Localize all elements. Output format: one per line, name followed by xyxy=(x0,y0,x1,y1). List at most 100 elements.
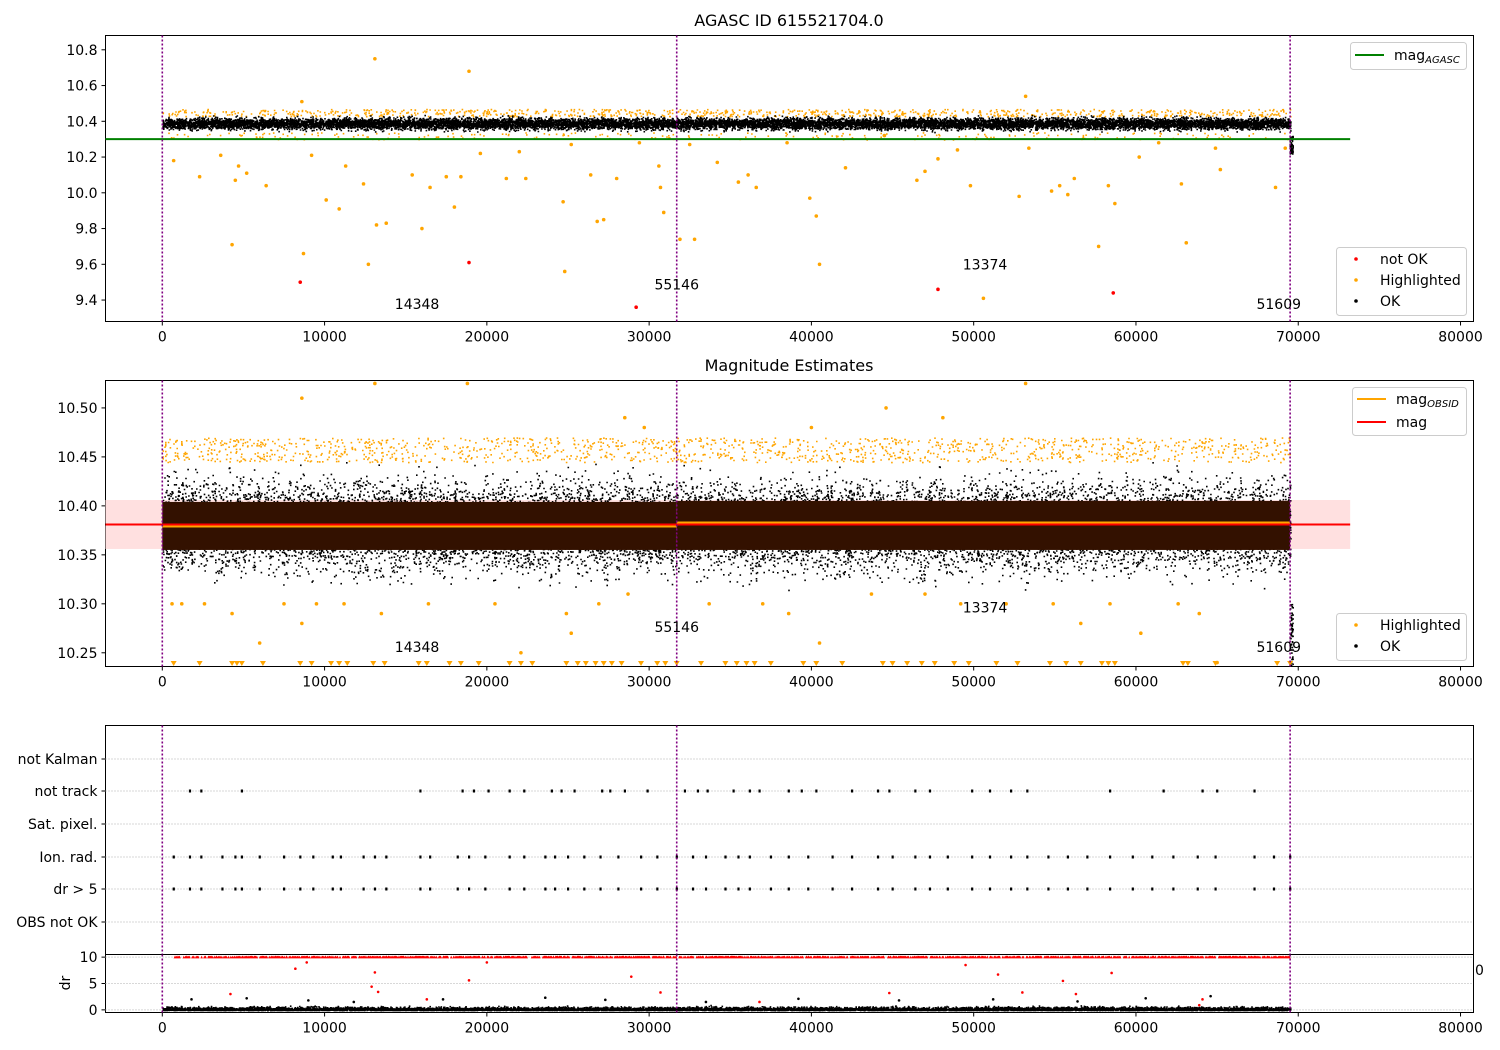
xtick-label: 80000 xyxy=(1438,330,1483,346)
flag-marker xyxy=(550,789,553,793)
highlighted-point xyxy=(342,602,346,606)
highlighted-offscale-marker xyxy=(475,661,482,667)
legend-p2-ok-marker xyxy=(1354,644,1358,648)
highlighted-offscale-marker xyxy=(733,661,740,667)
panel-agasc-xticks: 0 10000 20000 30000 40000 50000 60000 70000 8000… xyxy=(158,321,1483,346)
flag-marker xyxy=(675,887,678,891)
highlighted-point xyxy=(444,174,449,179)
flag-marker xyxy=(362,855,365,859)
flag-marker xyxy=(888,789,891,793)
highlighted-offscale-marker xyxy=(238,661,245,667)
flag-marker xyxy=(362,887,365,891)
highlighted-point xyxy=(564,611,569,616)
panel-agasc-title: AGASC ID 615521704.0 xyxy=(694,11,883,30)
highlighted-point xyxy=(366,262,371,267)
highlighted-point xyxy=(707,602,711,606)
legend-mag-label: mag xyxy=(1396,415,1427,431)
ytick-label: 10.0 xyxy=(66,186,97,202)
panel-magnitude-yticks: 10.25 10.30 10.35 10.40 10.45 10.50 xyxy=(57,401,106,662)
flag-marker xyxy=(429,887,432,891)
highlighted-offscale-marker xyxy=(608,661,615,667)
flag-marker xyxy=(1026,855,1029,859)
flag-marker xyxy=(339,887,343,891)
highlighted-offscale-marker xyxy=(344,661,351,667)
highlighted-point xyxy=(809,425,814,430)
highlighted-point xyxy=(642,425,647,430)
highlighted-point xyxy=(736,180,741,184)
xtick-label: 0 xyxy=(158,675,167,691)
ytick-label: 10.35 xyxy=(57,548,97,564)
legend-agasc-label-sub: AGASC xyxy=(1424,55,1460,66)
highlighted-point xyxy=(1096,244,1101,249)
category-label: not track xyxy=(34,784,98,800)
highlighted-point xyxy=(1137,155,1142,159)
highlighted-offscale-marker xyxy=(889,661,896,667)
legend-highlighted-label: Highlighted xyxy=(1380,273,1461,289)
highlighted-point xyxy=(588,173,593,177)
panel-magnitude-xticks: 0 10000 20000 30000 40000 50000 60000 70000 8000… xyxy=(158,666,1483,691)
highlighted-point xyxy=(687,142,692,147)
highlighted-point xyxy=(817,641,822,645)
highlighted-offscale-marker xyxy=(813,661,820,667)
flag-marker xyxy=(1151,855,1154,859)
highlighted-point xyxy=(324,198,328,202)
flag-marker xyxy=(429,855,432,859)
ytick-label: 10.25 xyxy=(57,646,97,662)
flag-marker xyxy=(484,887,487,891)
dr-point xyxy=(543,996,547,1000)
xtick-label: 30000 xyxy=(627,1021,672,1037)
flag-marker xyxy=(1272,855,1276,859)
highlighted-offscale-marker xyxy=(196,661,203,667)
panel-flags-categories: not Kalman not track Sat. pixel. Ion. rad. d… xyxy=(16,752,106,931)
flag-marker xyxy=(691,887,695,891)
flag-marker xyxy=(1108,855,1112,859)
highlighted-offscale-marker xyxy=(600,661,607,667)
flag-marker xyxy=(850,887,854,891)
highlighted-point xyxy=(637,140,642,145)
flag-marker xyxy=(583,887,586,891)
highlighted-point xyxy=(561,199,565,204)
panel-magnitude-obsid-labels: 14348 55146 13374 51609 xyxy=(395,601,1301,656)
ok-tail xyxy=(1289,603,1294,667)
flag-marker xyxy=(914,789,917,793)
highlighted-point xyxy=(1283,146,1288,150)
highlighted-point xyxy=(264,183,268,188)
flag-marker xyxy=(646,789,649,793)
flag-marker xyxy=(472,789,476,793)
highlighted-point xyxy=(374,223,379,227)
highlighted-offscale-marker xyxy=(1098,661,1105,667)
highlighted-point xyxy=(373,381,377,386)
dr-large-point xyxy=(294,967,297,971)
category-label: not Kalman xyxy=(18,752,98,768)
highlighted-offscale-marker xyxy=(563,661,570,667)
flag-marker xyxy=(617,855,620,859)
legend-agasc-line: magAGASC xyxy=(1350,42,1467,70)
flag-marker xyxy=(566,855,570,859)
xtick-label: 50000 xyxy=(951,330,996,346)
highlighted-offscale-marker xyxy=(767,661,774,667)
highlighted-offscale-marker xyxy=(336,661,343,667)
not-ok-point xyxy=(936,287,940,292)
flag-marker xyxy=(971,855,974,859)
highlighted-point xyxy=(785,140,789,145)
flag-marker xyxy=(928,789,932,793)
flag-marker xyxy=(704,855,708,859)
highlighted-point xyxy=(171,158,176,163)
highlighted-point xyxy=(1176,602,1180,606)
legend-ok-label: OK xyxy=(1380,294,1401,310)
highlighted-point xyxy=(257,641,262,645)
highlighted-point xyxy=(300,99,304,104)
flag-marker xyxy=(623,789,626,793)
obsid-label: 14348 xyxy=(395,640,440,656)
ytick-label: 10.40 xyxy=(57,499,97,515)
not-ok-point xyxy=(298,280,303,284)
highlighted-point xyxy=(1027,146,1031,150)
highlighted-point xyxy=(230,242,234,247)
highlighted-point xyxy=(569,142,574,147)
legend-magnitude-lines: magOBSID mag xyxy=(1352,387,1467,436)
dr-large-point xyxy=(425,998,429,1001)
highlighted-point xyxy=(661,210,666,215)
ytick-label: 0 xyxy=(89,1003,98,1019)
highlighted-point xyxy=(968,183,973,188)
flag-marker xyxy=(876,789,880,793)
